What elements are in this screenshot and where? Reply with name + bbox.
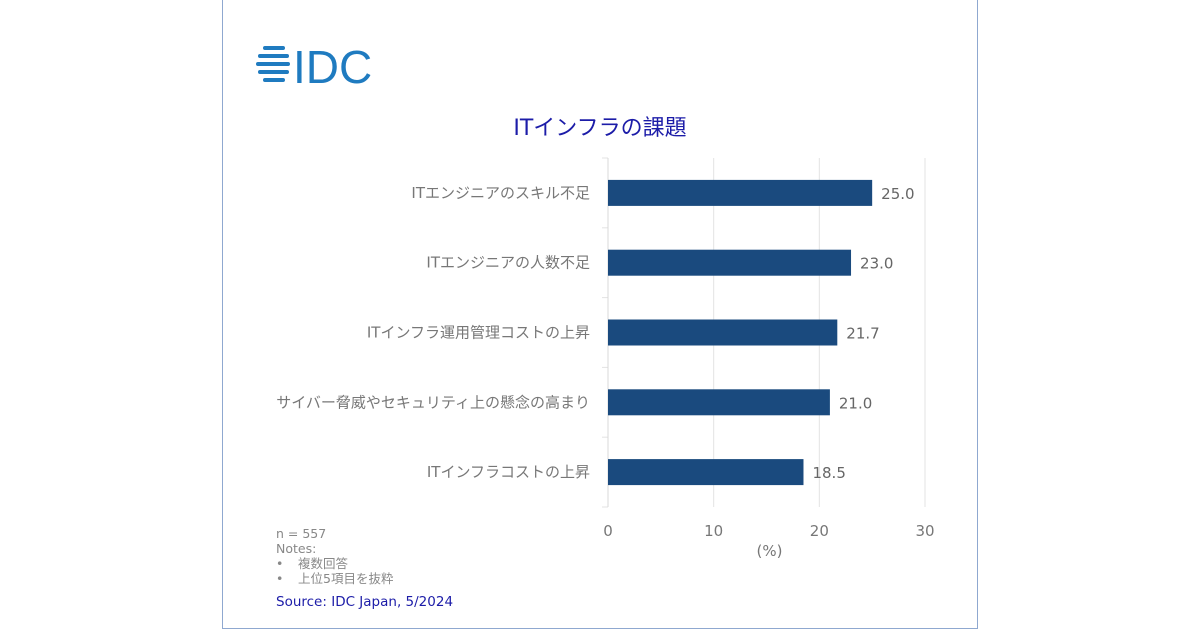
chart-title: ITインフラの課題 (513, 116, 687, 141)
value-label: 23.0 (860, 255, 893, 273)
value-label: 25.0 (881, 185, 914, 203)
bar (608, 459, 804, 486)
x-tick-label: 30 (915, 522, 934, 540)
value-label: 21.7 (846, 325, 879, 343)
x-tick-label: 10 (704, 522, 723, 540)
notes: n = 557 Notes: • 複数回答 • 上位5項目を抜粋 (276, 526, 393, 586)
bar (608, 319, 838, 346)
category-label: サイバー脅威やセキュリティ上の懸念の高まり (276, 393, 590, 411)
bar (608, 179, 873, 206)
source-text: Source: IDC Japan, 5/2024 (276, 594, 454, 610)
chart-frame (222, 0, 978, 629)
x-axis-label: (%) (757, 542, 783, 560)
bar (608, 389, 830, 416)
value-label: 21.0 (839, 394, 872, 412)
x-tick-label: 20 (810, 522, 829, 540)
x-tick-label: 0 (603, 522, 613, 540)
bar (608, 249, 852, 276)
svg-text:IDC: IDC (293, 42, 372, 87)
value-label: 18.5 (812, 464, 845, 482)
category-label: ITエンジニアの人数不足 (426, 254, 590, 272)
note-item: • 複数回答 (276, 556, 349, 571)
category-label: ITインフラ運用管理コストの上昇 (367, 324, 590, 342)
category-label: ITエンジニアのスキル不足 (411, 184, 590, 202)
notes-heading: Notes: (276, 541, 317, 556)
idc-logo: IDC (256, 42, 372, 87)
sample-size: n = 557 (276, 526, 327, 541)
note-item: • 上位5項目を抜粋 (276, 571, 394, 586)
category-label: ITインフラコストの上昇 (427, 463, 590, 481)
